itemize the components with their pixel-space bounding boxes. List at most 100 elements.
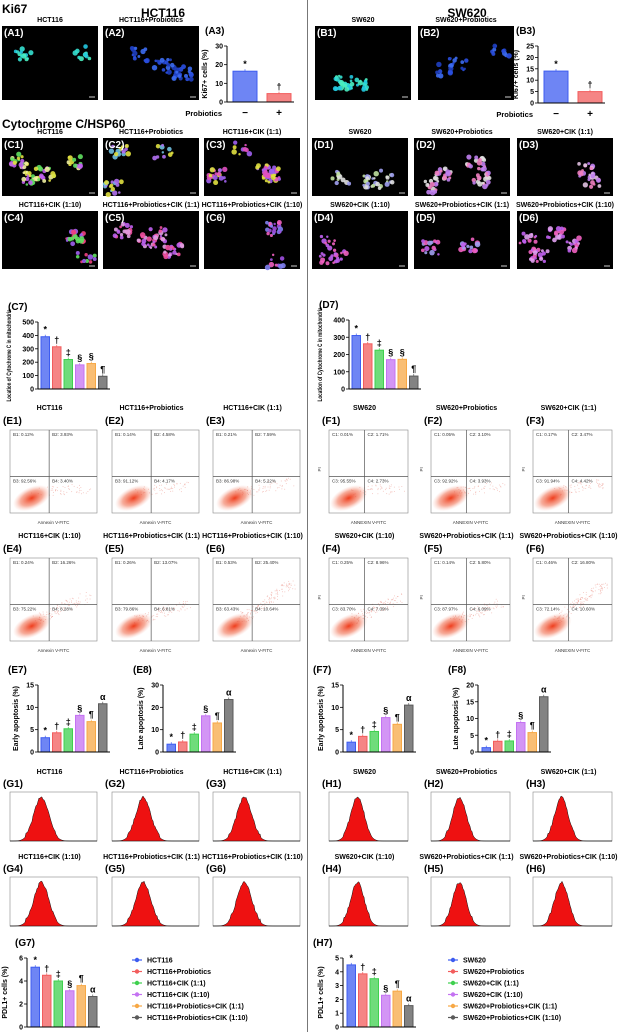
event-dot [385,489,387,491]
event-dot [286,583,288,585]
event-dot [76,602,78,604]
y-tick-label: 20 [215,62,223,69]
significance-marker: α [226,688,232,698]
event-dot [566,615,568,617]
event-dot [353,616,355,618]
event-dot [55,489,57,491]
event-dot [500,606,502,608]
event-dot [461,619,463,621]
event-dot [367,485,369,487]
event-dot [578,488,580,490]
panel-label: (G5) [105,864,125,875]
event-dot [285,586,287,588]
event-dot [275,593,277,595]
event-dot [278,487,280,489]
event-dot [39,617,41,619]
event-dot [241,494,243,496]
event-dot [502,606,504,608]
event-dot [52,491,54,493]
y-tick-label: 0 [155,750,159,757]
cell-dot [164,233,168,237]
event-dot [397,595,399,597]
event-dot [62,486,64,488]
event-dot [453,617,455,619]
cell-dot [172,250,177,255]
cell-dot [108,184,112,188]
event-dot [567,614,569,616]
cell-dot [217,168,223,173]
image-background [418,26,514,100]
significance-marker: ¶ [530,721,535,731]
event-dot [138,614,140,616]
event-dot [499,485,501,487]
event-dot [172,490,174,492]
event-dot [590,597,592,599]
event-dot [370,616,372,618]
event-dot [61,609,63,611]
event-dot [169,488,171,490]
cell-dot [332,261,335,264]
event-dot [598,589,600,591]
event-dot [154,489,156,491]
event-dot [574,605,576,607]
event-dot [186,481,188,483]
cell-population [216,484,254,512]
event-dot [560,487,562,489]
significance-marker: * [349,730,353,740]
cell-dot [159,235,163,238]
cell-population [330,612,368,640]
cell-dot [238,152,241,156]
event-dot [568,617,570,619]
event-dot [40,494,42,496]
event-dot [458,619,460,621]
event-dot [284,480,286,482]
event-dot [289,586,291,588]
event-dot [261,608,263,610]
event-dot [393,491,395,493]
event-dot [246,609,248,611]
event-dot [156,616,158,618]
event-dot [247,613,249,615]
cell-dot [471,247,478,254]
event-dot [273,598,275,600]
event-dot [380,486,382,488]
cell-dot [474,241,481,248]
bar [527,732,537,753]
event-dot [496,600,498,602]
x-axis-label: Probiotics [185,109,222,118]
event-dot [577,598,579,600]
event-dot [255,611,257,613]
event-dot [373,607,375,609]
bar [369,730,379,753]
cell-dot [67,155,71,159]
event-dot [76,606,78,608]
quadrant-percentage: B2: 13.07% [154,560,177,565]
event-dot [569,611,571,613]
x-axis-label: Annexin V-FITC [38,520,71,525]
quadrant-percentage: C2: 3.10% [470,432,491,437]
event-dot [257,605,259,607]
panel-label: (C6) [206,213,225,224]
histogram-curve [212,880,300,927]
panel-label: (H2) [424,779,444,790]
event-dot [242,491,244,493]
x-axis-label: ANNEXIN V-FITC [351,520,387,525]
event-dot [80,487,82,489]
event-dot [54,490,56,492]
event-dot [601,583,603,585]
panel-label: (E2) [105,416,124,427]
cell-dot [340,177,346,183]
cell-dot [137,55,141,58]
quadrant-percentage: B2: 16.26% [52,560,75,565]
event-dot [497,489,499,491]
cell-dot [326,235,329,239]
event-dot [456,617,458,619]
event-dot [163,615,165,617]
panel-label: (G7) [15,938,35,949]
event-dot [37,618,39,620]
event-dot [170,486,172,488]
image-background [312,211,408,269]
histogram-curve [212,796,300,842]
event-dot [358,612,360,614]
cell-dot [364,179,368,183]
